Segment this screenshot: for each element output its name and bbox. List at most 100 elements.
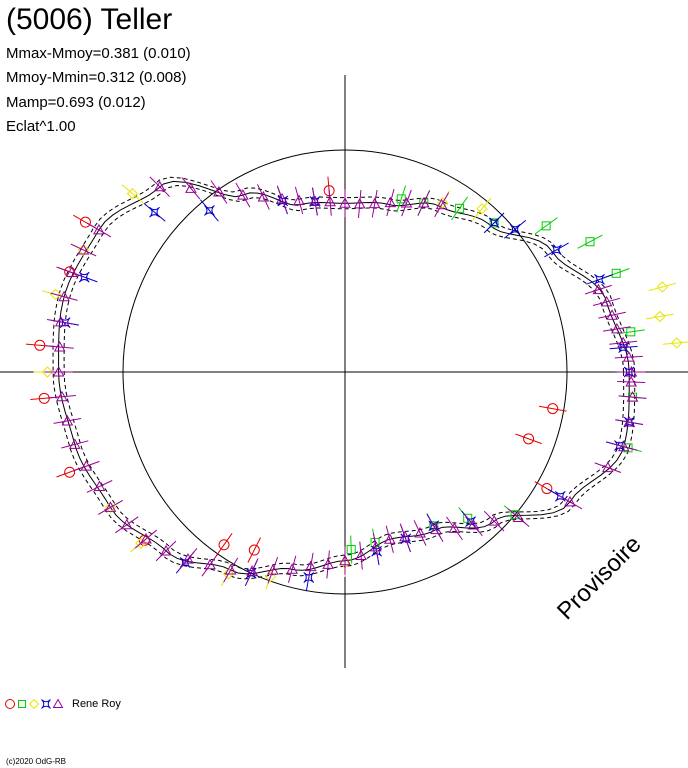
red-circle-errorbar [515, 433, 542, 445]
magenta-triangle-errorbar [618, 395, 647, 399]
magenta-triangle-point [623, 416, 636, 427]
green-square-point [541, 221, 551, 231]
blue-star-point [59, 317, 71, 329]
magenta-triangle-point [276, 192, 288, 204]
magenta-triangle-errorbar [73, 460, 100, 472]
magenta-triangle-point [61, 414, 74, 426]
yellow-diamond-point [476, 203, 488, 215]
magenta-triangle-errorbar [507, 508, 530, 527]
magenta-triangle-errorbar [45, 345, 74, 349]
magenta-triangle-point [606, 309, 618, 320]
magenta-triangle-point [355, 549, 367, 561]
green-square-point [346, 544, 356, 554]
magenta-triangle-point [324, 195, 336, 207]
magenta-triangle-point [213, 185, 225, 197]
magenta-triangle-errorbar [223, 557, 239, 583]
magenta-triangle-point [54, 315, 67, 327]
magenta-triangle-point [617, 440, 630, 452]
magenta-triangle-errorbar [371, 189, 378, 218]
magenta-triangle-errorbar [210, 180, 228, 204]
green-square-errorbar [396, 185, 407, 213]
yellow-diamond-point [49, 288, 62, 301]
magenta-triangle-point [625, 365, 638, 377]
magenta-triangle-errorbar [134, 529, 158, 549]
magenta-triangle-errorbar [58, 267, 86, 278]
magenta-triangle-point [467, 519, 480, 530]
magenta-triangle-point [339, 554, 351, 566]
magenta-triangle-point [160, 544, 172, 556]
red-circle-point [64, 466, 76, 478]
magenta-triangle-point [622, 351, 635, 362]
legend-star-icon [41, 699, 51, 709]
magenta-triangle-point [322, 558, 335, 569]
magenta-triangle-errorbar [428, 517, 444, 543]
magenta-triangle-point [448, 522, 461, 533]
blue-star-point [428, 520, 440, 532]
green-square-errorbar [451, 196, 469, 221]
magenta-triangle-errorbar [70, 243, 97, 257]
legend-symbols [5, 698, 64, 710]
magenta-triangle-point [224, 563, 237, 575]
magenta-triangle-point [58, 290, 70, 302]
green-square-point [370, 538, 380, 548]
green-square-point [626, 327, 636, 337]
magenta-triangle-errorbar [47, 395, 76, 399]
magenta-triangle-errorbar [446, 516, 463, 541]
blue-star-errorbar [544, 242, 569, 258]
stat-brightness-exponent: Eclat^1.00 [6, 118, 76, 135]
green-square-point [623, 443, 633, 453]
legend-observer-label: Rene Roy [72, 698, 121, 710]
yellow-diamond-point [671, 337, 683, 349]
magenta-triangle-errorbar [115, 516, 139, 534]
magenta-triangle-errorbar [609, 340, 638, 345]
magenta-triangle-point [369, 540, 382, 552]
magenta-triangle-errorbar [257, 184, 270, 210]
magenta-triangle-errorbar [155, 540, 177, 562]
stat-mean-min: Mmoy-Mmin=0.312 (0.008) [6, 69, 187, 86]
reference-circle [122, 149, 568, 595]
magenta-triangle-point [204, 558, 216, 570]
fit-curve-lower [63, 184, 625, 570]
yellow-diamond-point [436, 197, 449, 209]
blue-star-point [551, 244, 562, 256]
magenta-triangle-point [384, 196, 397, 208]
magenta-triangle-errorbar [276, 185, 288, 213]
magenta-triangle-errorbar [235, 182, 251, 208]
blue-star-errorbar [609, 345, 638, 350]
green-square-errorbar [350, 535, 353, 564]
magenta-triangle-point [626, 391, 639, 402]
magenta-triangle-point [140, 532, 152, 544]
magenta-triangle-point [400, 196, 413, 208]
yellow-diamond-errorbar [648, 282, 677, 292]
green-square-point [396, 194, 406, 204]
legend-circle-icon [5, 699, 15, 709]
magenta-triangle-errorbar [359, 541, 363, 570]
blue-star-point [371, 545, 382, 557]
magenta-triangle-point [512, 511, 525, 523]
blue-star-errorbar [143, 202, 166, 222]
magenta-triangle-point [414, 526, 426, 538]
magenta-triangle-errorbar [584, 284, 612, 295]
magenta-triangle-point [488, 515, 500, 526]
magenta-triangle-errorbar [50, 292, 78, 301]
magenta-triangle-errorbar [594, 462, 622, 473]
magenta-triangle-point [68, 438, 81, 449]
yellow-diamond-point [41, 366, 54, 378]
green-square-point [611, 268, 621, 278]
yellow-diamond-errorbar [121, 184, 144, 203]
blue-star-point [509, 223, 521, 235]
green-square-point [585, 237, 595, 247]
magenta-triangle-errorbar [98, 499, 123, 515]
magenta-triangle-point [399, 530, 411, 542]
magenta-triangle-point [237, 189, 249, 200]
fit-curve-main [58, 180, 630, 575]
magenta-triangle-point [65, 266, 78, 278]
magenta-triangle-point [93, 480, 106, 491]
yellow-diamond-errorbar [645, 313, 674, 320]
magenta-triangle-errorbar [86, 222, 112, 238]
magenta-triangle-errorbar [358, 189, 362, 218]
green-square-point [429, 521, 439, 531]
magenta-triangle-point [417, 196, 430, 208]
stat-max-mean: Mmax-Mmoy=0.381 (0.010) [6, 45, 191, 62]
stat-amplitude: Mamp=0.693 (0.012) [6, 94, 146, 111]
